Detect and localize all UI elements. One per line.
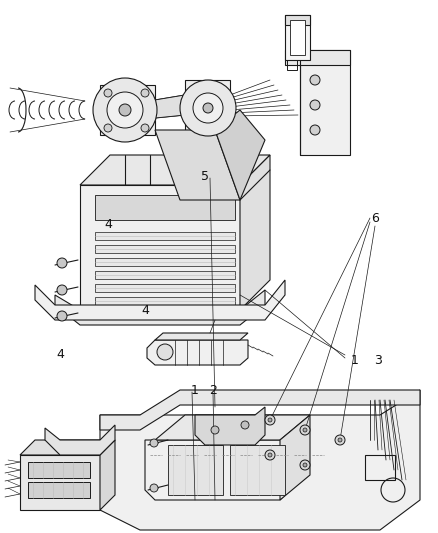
Polygon shape (240, 155, 270, 310)
Polygon shape (20, 440, 115, 455)
Circle shape (104, 89, 112, 97)
Text: 4: 4 (104, 219, 112, 231)
Circle shape (180, 80, 236, 136)
Polygon shape (230, 445, 285, 495)
Circle shape (303, 428, 307, 432)
Circle shape (57, 311, 67, 321)
Text: 2: 2 (209, 384, 217, 397)
Circle shape (157, 344, 173, 360)
Polygon shape (185, 80, 230, 130)
Polygon shape (100, 390, 420, 530)
Circle shape (300, 460, 310, 470)
Circle shape (57, 258, 67, 268)
Text: 4: 4 (56, 349, 64, 361)
Polygon shape (168, 445, 223, 495)
Circle shape (107, 92, 143, 128)
Circle shape (211, 426, 219, 434)
Polygon shape (95, 245, 235, 253)
Polygon shape (95, 195, 235, 220)
Polygon shape (215, 110, 265, 200)
Circle shape (268, 418, 272, 422)
Circle shape (150, 484, 158, 492)
Text: 5: 5 (201, 171, 209, 183)
Circle shape (241, 421, 249, 429)
Polygon shape (20, 455, 100, 510)
Polygon shape (147, 340, 248, 365)
Text: 4: 4 (141, 303, 149, 317)
Polygon shape (95, 232, 235, 240)
Polygon shape (100, 440, 115, 510)
Circle shape (93, 78, 157, 142)
Polygon shape (300, 50, 350, 155)
Polygon shape (290, 20, 305, 55)
Circle shape (193, 93, 223, 123)
Polygon shape (280, 415, 310, 500)
Polygon shape (285, 15, 310, 25)
Polygon shape (28, 462, 90, 478)
Circle shape (300, 425, 310, 435)
Circle shape (265, 415, 275, 425)
Polygon shape (95, 297, 235, 305)
Circle shape (203, 103, 213, 113)
Circle shape (104, 124, 112, 132)
Circle shape (303, 463, 307, 467)
Circle shape (265, 450, 275, 460)
Polygon shape (155, 415, 310, 440)
Polygon shape (155, 95, 185, 118)
Polygon shape (100, 390, 420, 430)
Polygon shape (285, 50, 350, 65)
Polygon shape (95, 258, 235, 266)
Polygon shape (95, 284, 235, 292)
Polygon shape (35, 280, 285, 320)
Circle shape (335, 435, 345, 445)
Text: 6: 6 (371, 212, 379, 224)
Polygon shape (45, 425, 115, 455)
Circle shape (141, 89, 149, 97)
Circle shape (119, 104, 131, 116)
Text: 1: 1 (191, 384, 199, 397)
Circle shape (338, 438, 342, 442)
Polygon shape (55, 290, 265, 325)
Circle shape (310, 100, 320, 110)
Circle shape (310, 125, 320, 135)
Text: 1: 1 (351, 353, 359, 367)
Polygon shape (145, 430, 290, 500)
Polygon shape (285, 15, 310, 60)
Circle shape (57, 285, 67, 295)
Circle shape (310, 75, 320, 85)
Text: 3: 3 (374, 353, 382, 367)
Polygon shape (28, 482, 90, 498)
Polygon shape (95, 271, 235, 279)
Circle shape (150, 439, 158, 447)
Polygon shape (80, 185, 240, 310)
Polygon shape (155, 333, 248, 340)
Polygon shape (80, 155, 270, 185)
Polygon shape (195, 407, 265, 445)
Circle shape (268, 453, 272, 457)
Polygon shape (100, 85, 155, 135)
Circle shape (141, 124, 149, 132)
Polygon shape (155, 130, 240, 200)
